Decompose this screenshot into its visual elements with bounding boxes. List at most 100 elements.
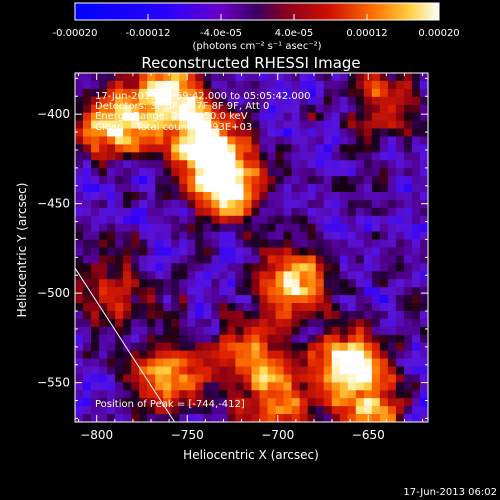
heatmap-cell bbox=[75, 176, 84, 185]
heatmap-cell bbox=[107, 247, 116, 257]
heatmap-cell bbox=[147, 104, 156, 114]
heatmap-cell bbox=[243, 136, 253, 145]
heatmap-cell bbox=[147, 303, 156, 312]
heatmap-cell bbox=[347, 366, 357, 376]
heatmap-cell bbox=[379, 96, 389, 106]
heatmap-cell bbox=[211, 136, 221, 145]
heatmap-cell bbox=[267, 168, 277, 177]
heatmap-cell bbox=[387, 287, 397, 296]
heatmap-cell bbox=[91, 414, 100, 422]
heatmap-cell bbox=[155, 88, 164, 98]
heatmap-cell bbox=[99, 382, 108, 391]
heatmap-cell bbox=[355, 160, 365, 169]
heatmap-cell bbox=[75, 334, 84, 344]
heatmap-cell bbox=[171, 350, 180, 360]
heatmap-cell bbox=[339, 295, 349, 304]
heatmap-cell bbox=[203, 207, 212, 217]
heatmap-cell bbox=[179, 390, 188, 399]
heatmap-cell bbox=[395, 184, 405, 193]
heatmap-cell bbox=[227, 104, 237, 114]
heatmap-cell bbox=[371, 191, 381, 201]
heatmap-cell bbox=[211, 215, 221, 225]
heatmap-cell bbox=[419, 342, 428, 352]
heatmap-cell bbox=[211, 207, 221, 217]
heatmap-cell bbox=[379, 263, 389, 272]
heatmap-cell bbox=[243, 104, 253, 114]
heatmap-cell bbox=[211, 239, 221, 249]
heatmap-cell bbox=[355, 390, 365, 399]
heatmap-cell bbox=[139, 358, 148, 368]
heatmap-cell bbox=[91, 144, 100, 153]
heatmap-cell bbox=[395, 176, 405, 185]
heatmap-cell bbox=[203, 303, 212, 312]
heatmap-cell bbox=[147, 398, 156, 407]
heatmap-cell bbox=[323, 358, 333, 368]
heatmap-cell bbox=[259, 334, 269, 344]
heatmap-cell bbox=[211, 104, 221, 114]
heatmap-cell bbox=[219, 334, 229, 344]
colorbar-tick-label: 0.00020 bbox=[418, 28, 459, 39]
heatmap-cell bbox=[179, 136, 188, 145]
heatmap-cell bbox=[243, 374, 253, 383]
heatmap-cell bbox=[411, 382, 421, 391]
heatmap-cell bbox=[315, 295, 325, 304]
heatmap-cell bbox=[195, 207, 204, 217]
heatmap-cell bbox=[171, 342, 180, 352]
heatmap-cell bbox=[355, 366, 365, 376]
heatmap-cell bbox=[387, 350, 397, 360]
heatmap-cell bbox=[419, 168, 428, 177]
heatmap-cell bbox=[203, 334, 212, 344]
heatmap-cell bbox=[123, 406, 132, 415]
heatmap-cell bbox=[243, 287, 253, 296]
heatmap-cell bbox=[307, 358, 317, 368]
heatmap-cell bbox=[371, 334, 381, 344]
heatmap-cell bbox=[251, 112, 261, 122]
heatmap-cell bbox=[227, 128, 237, 138]
heatmap-cell bbox=[139, 88, 148, 98]
y-tick-label: −450 bbox=[37, 197, 70, 211]
heatmap-cell bbox=[251, 184, 261, 193]
heatmap-cell bbox=[315, 398, 325, 407]
heatmap-cell bbox=[235, 215, 245, 225]
heatmap-cell bbox=[323, 303, 333, 312]
heatmap-cell bbox=[147, 414, 156, 422]
heatmap-cell bbox=[171, 326, 180, 336]
heatmap-cell bbox=[395, 310, 405, 320]
heatmap-cell bbox=[387, 255, 397, 264]
heatmap-cell bbox=[307, 231, 317, 241]
heatmap-cell bbox=[187, 310, 196, 320]
heatmap-cell bbox=[155, 168, 164, 177]
heatmap-cell bbox=[155, 184, 164, 193]
heatmap-cell bbox=[123, 255, 132, 264]
heatmap-cell bbox=[171, 295, 180, 304]
heatmap-cell bbox=[267, 247, 277, 257]
heatmap-cell bbox=[131, 160, 140, 169]
heatmap-cell bbox=[99, 168, 108, 177]
heatmap-cell bbox=[123, 168, 132, 177]
heatmap-cell bbox=[251, 215, 261, 225]
heatmap-cell bbox=[91, 350, 100, 360]
colorbar-tick-label: -0.00012 bbox=[126, 28, 171, 39]
heatmap-cell bbox=[331, 414, 341, 422]
heatmap-cell bbox=[179, 279, 188, 288]
heatmap-cell bbox=[267, 334, 277, 344]
heatmap-cell bbox=[235, 366, 245, 376]
heatmap-cell bbox=[171, 88, 180, 98]
heatmap-cell bbox=[83, 342, 92, 352]
y-axis-label: Heliocentric Y (arcsec) bbox=[15, 183, 29, 318]
heatmap-cell bbox=[419, 120, 428, 130]
heatmap-cell bbox=[387, 358, 397, 368]
heatmap-cell bbox=[195, 176, 204, 185]
heatmap-cell bbox=[235, 271, 245, 280]
heatmap-cell bbox=[179, 310, 188, 320]
heatmap-cell bbox=[323, 88, 333, 98]
heatmap-cell bbox=[387, 263, 397, 272]
heatmap-cell bbox=[267, 223, 277, 233]
heatmap-cell bbox=[307, 414, 317, 422]
heatmap-cell bbox=[275, 88, 285, 98]
heatmap-cell bbox=[179, 414, 188, 422]
heatmap-cell bbox=[403, 263, 413, 272]
heatmap-cell bbox=[155, 223, 164, 233]
heatmap-cell bbox=[195, 88, 204, 98]
heatmap-cell bbox=[355, 144, 365, 153]
